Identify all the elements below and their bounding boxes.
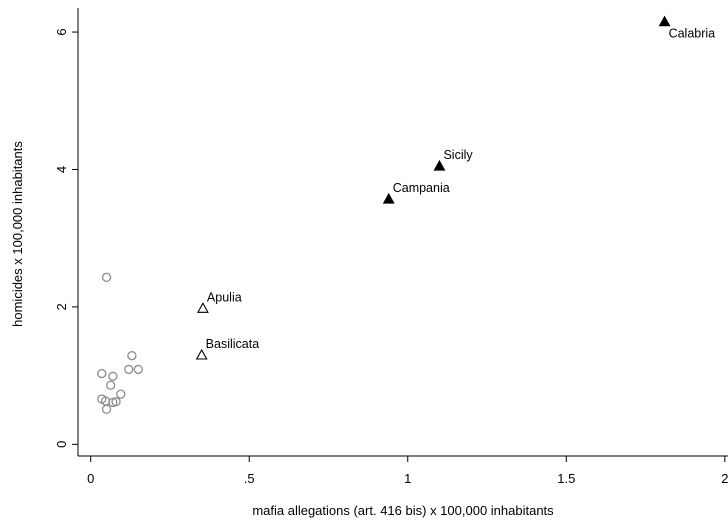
x-tick-label: 1 — [404, 471, 411, 486]
y-tick-label: 6 — [54, 28, 69, 35]
point — [658, 15, 671, 27]
point — [433, 159, 446, 171]
point — [133, 364, 143, 375]
point — [195, 348, 208, 360]
point-label: Apulia — [207, 290, 242, 304]
x-tick-label: 2 — [721, 471, 728, 486]
y-tick-label: 2 — [54, 303, 69, 310]
point — [116, 389, 126, 399]
x-tick-label: 1.5 — [557, 471, 575, 486]
point — [196, 302, 209, 313]
point — [124, 364, 134, 375]
point — [127, 351, 137, 361]
point-label: Campania — [393, 181, 450, 195]
y-tick-label: 0 — [54, 441, 69, 448]
point-label: Basilicata — [206, 337, 260, 351]
point — [101, 404, 112, 414]
x-tick-label: .5 — [244, 471, 255, 486]
x-axis-title: mafia allegations (art. 416 bis) x 100,0… — [252, 503, 554, 518]
point-label: Sicily — [443, 148, 473, 162]
point — [108, 371, 118, 381]
point — [382, 192, 395, 204]
y-axis-title: homicides x 100,000 inhabitants — [10, 141, 25, 327]
y-tick-label: 4 — [54, 166, 69, 173]
point — [97, 368, 107, 379]
x-tick-label: 0 — [87, 471, 94, 486]
point-label: Calabria — [669, 27, 716, 41]
point — [106, 380, 116, 390]
point — [101, 272, 112, 282]
point — [111, 397, 121, 407]
